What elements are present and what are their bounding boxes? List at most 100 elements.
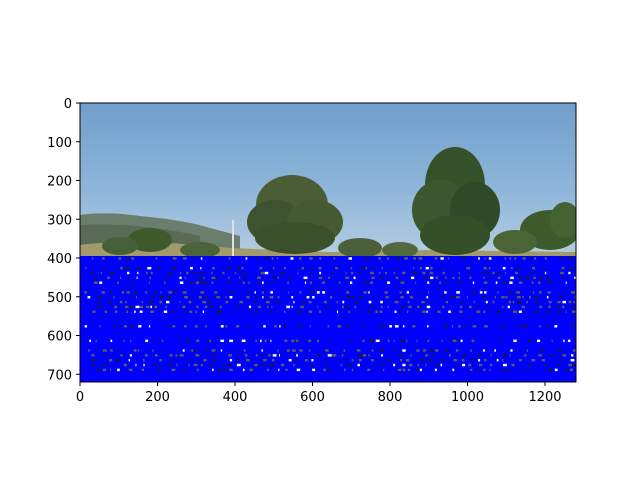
overlay-gap [102,368,107,372]
overlay-gap [415,368,419,372]
overlay-gap [498,339,501,343]
overlay-gap [515,349,517,352]
overlay-gap [257,276,261,280]
overlay-gap [497,291,499,294]
overlay-gap [483,368,486,372]
overlay-gap [182,291,187,294]
overlay-gap [92,310,96,313]
overlay-gap [102,349,107,352]
overlay-gap [136,266,141,270]
overlay-gap [507,305,510,309]
overlay-gap [270,291,273,294]
overlay-gap [487,271,490,275]
overlay-gap [133,291,137,294]
overlay-gap [219,305,222,309]
overlay-gap [494,296,496,299]
overlay-gap [466,296,468,299]
overlay-gap [368,291,370,294]
overlay-gap [248,305,252,309]
overlay-gap [157,368,161,372]
overlay-gap [528,257,530,260]
overlay-gap [128,358,130,362]
overlay-gap [472,291,477,294]
overlay-gap [548,300,552,304]
overlay-gap [241,266,244,270]
overlay-gap [526,349,529,352]
overlay-gap [422,271,426,275]
overlay-gap [96,368,100,372]
overlay-gap [407,310,409,313]
overlay-gap [516,296,521,299]
overlay-gap [244,354,248,357]
overlay-gap [438,266,441,270]
overlay-gap [225,296,227,299]
overlay-gap [496,271,499,275]
overlay-gap [492,300,495,304]
overlay-gap [306,296,310,299]
overlay-gap [488,266,491,270]
overlay-gap [95,276,97,280]
overlay-gap [272,354,277,357]
overlay-gap [159,300,163,304]
overlay-gap [524,325,529,328]
overlay-gap [126,271,130,275]
overlay-gap [425,354,428,357]
overlay-gap [367,310,370,313]
overlay-gap [412,325,416,328]
overlay-gap [356,349,361,352]
overlay-gap [513,310,517,313]
overlay-gap [142,358,145,362]
overlay-gap [271,257,274,260]
overlay-gap [271,305,273,309]
overlay-gap [440,257,444,260]
overlay-gap [179,300,181,304]
overlay-gap [371,305,374,309]
overlay-gap [194,325,198,328]
overlay-gap [269,296,274,299]
overlay-gap [137,349,140,352]
overlay-gap [308,349,311,352]
overlay-gap [108,358,113,362]
overlay-gap [246,296,250,299]
tree-center [247,175,343,254]
overlay-gap [426,310,428,313]
overlay-gap [259,363,262,367]
overlay-gap [148,281,151,284]
overlay-gap [588,296,590,298]
overlay-gap [386,257,390,260]
overlay-gap [260,271,265,275]
overlay-gap [353,276,356,280]
overlay-gap [273,276,277,280]
overlay-gap [427,281,430,284]
overlay-gap [383,368,385,372]
overlay-gap [102,257,105,260]
overlay-gap [373,266,376,270]
overlay-gap [357,363,360,367]
overlay-gap [471,358,474,362]
overlay-gap [459,281,463,284]
overlay-gap [130,296,133,299]
overlay-gap [242,368,245,372]
overlay-gap [434,368,437,372]
overlay-gap [270,363,275,367]
tree-far-right [493,202,576,254]
overlay-gap [532,291,534,294]
overlay-gap [394,300,399,304]
overlay-gap [89,339,92,343]
overlay-gap [402,363,406,367]
overlay-gap [385,296,389,299]
overlay-gap [99,325,101,328]
overlay-gap [190,281,194,284]
overlay-gap [258,305,262,309]
overlay-gap [522,257,526,260]
overlay-gap [284,339,288,343]
overlay-gap [580,306,584,308]
overlay-gap [138,325,142,328]
overlay-gap [399,310,401,313]
overlay-gap [211,276,216,280]
overlay-gap [288,358,292,362]
overlay-gap [239,300,243,304]
overlay-gap [296,368,301,372]
overlay-gap [565,310,567,313]
